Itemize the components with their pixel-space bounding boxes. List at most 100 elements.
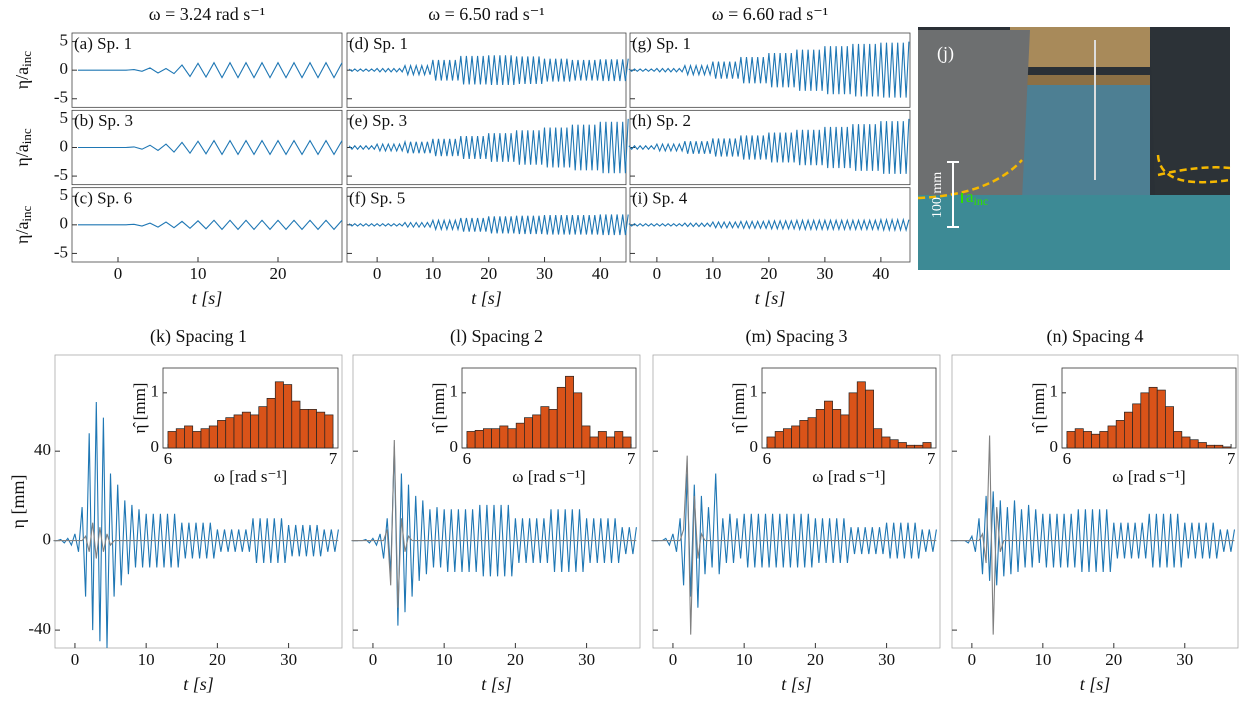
- series-line: [950, 491, 1236, 586]
- chart-title: ω = 6.50 rad s⁻¹: [428, 4, 544, 24]
- histogram-bar: [1091, 433, 1101, 449]
- panel-label: (b) Sp. 3: [74, 111, 133, 130]
- x-tick-label: 0: [369, 650, 378, 669]
- series-line: [53, 401, 339, 649]
- chart-title: (n) Spacing 4: [1047, 326, 1144, 347]
- y-axis-label: η/ainc: [12, 128, 34, 167]
- x-tick-label: 30: [536, 264, 553, 283]
- histogram-bar: [274, 381, 284, 449]
- x-tick-label: 20: [270, 264, 287, 283]
- y-axis-label: η/ainc: [12, 51, 34, 90]
- histogram-bar: [482, 428, 492, 449]
- y-tick-label: -5: [54, 242, 68, 261]
- histogram-bar: [1189, 439, 1199, 449]
- inset-x-axis-label: ω [rad s⁻¹]: [812, 467, 885, 486]
- series-line: [78, 219, 343, 231]
- x-axis-label: t [s]: [192, 288, 223, 308]
- panel-label: (a) Sp. 1: [74, 34, 132, 53]
- histogram-bar: [548, 409, 558, 449]
- histogram-bar: [614, 431, 624, 449]
- x-tick-label: 10: [424, 264, 441, 283]
- photo-label: (j): [937, 43, 954, 64]
- histogram-bar: [1173, 431, 1183, 449]
- histogram-bar: [466, 431, 476, 449]
- inset-y-tick-label: 1: [151, 382, 160, 401]
- y-tick-label: 0: [43, 530, 52, 549]
- y-tick-label: 5: [60, 108, 69, 127]
- y-axis-label-base: η/a: [12, 67, 32, 89]
- histogram-bar: [922, 442, 932, 449]
- y-tick-label: -5: [54, 165, 68, 184]
- x-tick-label: 20: [507, 650, 524, 669]
- series-line: [348, 214, 629, 236]
- x-tick-label: 0: [114, 264, 123, 283]
- histogram-bar: [1107, 425, 1117, 449]
- amplitude-label: ainc: [966, 187, 988, 208]
- amplitude-base: a: [966, 187, 974, 206]
- histogram-bar: [299, 409, 309, 449]
- histogram-bar: [556, 386, 566, 449]
- inset-y-tick-label: 1: [1050, 382, 1059, 401]
- contour: [917, 159, 1023, 200]
- inset-y-tick-label: 0: [450, 437, 459, 456]
- series-line: [351, 446, 637, 626]
- x-tick-label: 10: [436, 650, 453, 669]
- histogram-bar: [192, 431, 202, 449]
- histogram-bar: [766, 436, 776, 449]
- histogram-bar: [316, 411, 326, 449]
- histogram-bar: [782, 428, 792, 449]
- histogram-bar: [208, 425, 218, 449]
- panel-label: (d) Sp. 1: [349, 34, 408, 53]
- histogram-bar: [774, 431, 784, 449]
- series-line: [78, 139, 343, 156]
- histogram-bar: [1074, 428, 1084, 449]
- histogram-bar: [499, 425, 509, 449]
- x-tick-label: 10: [1034, 650, 1051, 669]
- contour: [1157, 166, 1231, 177]
- x-axis-label: t [s]: [183, 674, 214, 694]
- x-tick-label: 0: [653, 264, 662, 283]
- inset-y-axis-label: η̂ [mm]: [1029, 383, 1048, 434]
- histogram-bar: [1132, 403, 1142, 449]
- beam: [1010, 27, 1150, 67]
- series-line: [348, 55, 629, 86]
- x-tick-label: 30: [878, 650, 895, 669]
- histogram-bar: [1099, 431, 1109, 449]
- histogram-bar: [167, 431, 177, 449]
- panel-label: (c) Sp. 6: [74, 189, 132, 208]
- histogram-bar: [606, 436, 616, 449]
- y-tick-label: 40: [34, 440, 51, 459]
- series-line: [651, 473, 937, 608]
- panel-frame: [652, 354, 941, 649]
- y-axis-label-sub: inc: [19, 128, 34, 144]
- histogram-bar: [1156, 389, 1166, 449]
- x-tick-label: 20: [760, 264, 777, 283]
- inset-x-tick-label: 6: [463, 449, 472, 468]
- histogram-bar: [291, 400, 301, 449]
- panel-frame: [352, 354, 641, 649]
- inset-x-tick-label: 6: [164, 449, 173, 468]
- histogram-bar: [1148, 386, 1158, 449]
- histogram-bar: [906, 444, 916, 449]
- histogram-bar: [565, 375, 574, 449]
- x-axis-label: t [s]: [781, 674, 812, 694]
- histogram-bar: [865, 389, 874, 449]
- inset-x-axis-label: ω [rad s⁻¹]: [214, 467, 287, 486]
- histogram-bar: [217, 420, 227, 449]
- histogram-bar: [233, 414, 243, 449]
- chart-title: (k) Spacing 1: [150, 326, 247, 347]
- histogram-bar: [515, 422, 525, 449]
- histogram-bar: [914, 444, 924, 449]
- panel-label: (i) Sp. 4: [632, 189, 688, 208]
- histogram-bar: [1066, 431, 1076, 449]
- panel-frame: [54, 354, 343, 649]
- y-tick-label: 5: [60, 30, 69, 49]
- histogram-bar: [474, 429, 484, 449]
- inset-x-tick-label: 6: [763, 449, 772, 468]
- y-tick-label: 5: [60, 185, 69, 204]
- x-tick-label: 40: [592, 264, 609, 283]
- series-line: [628, 41, 910, 98]
- histogram-bar: [856, 381, 866, 449]
- histogram-bar: [241, 411, 251, 449]
